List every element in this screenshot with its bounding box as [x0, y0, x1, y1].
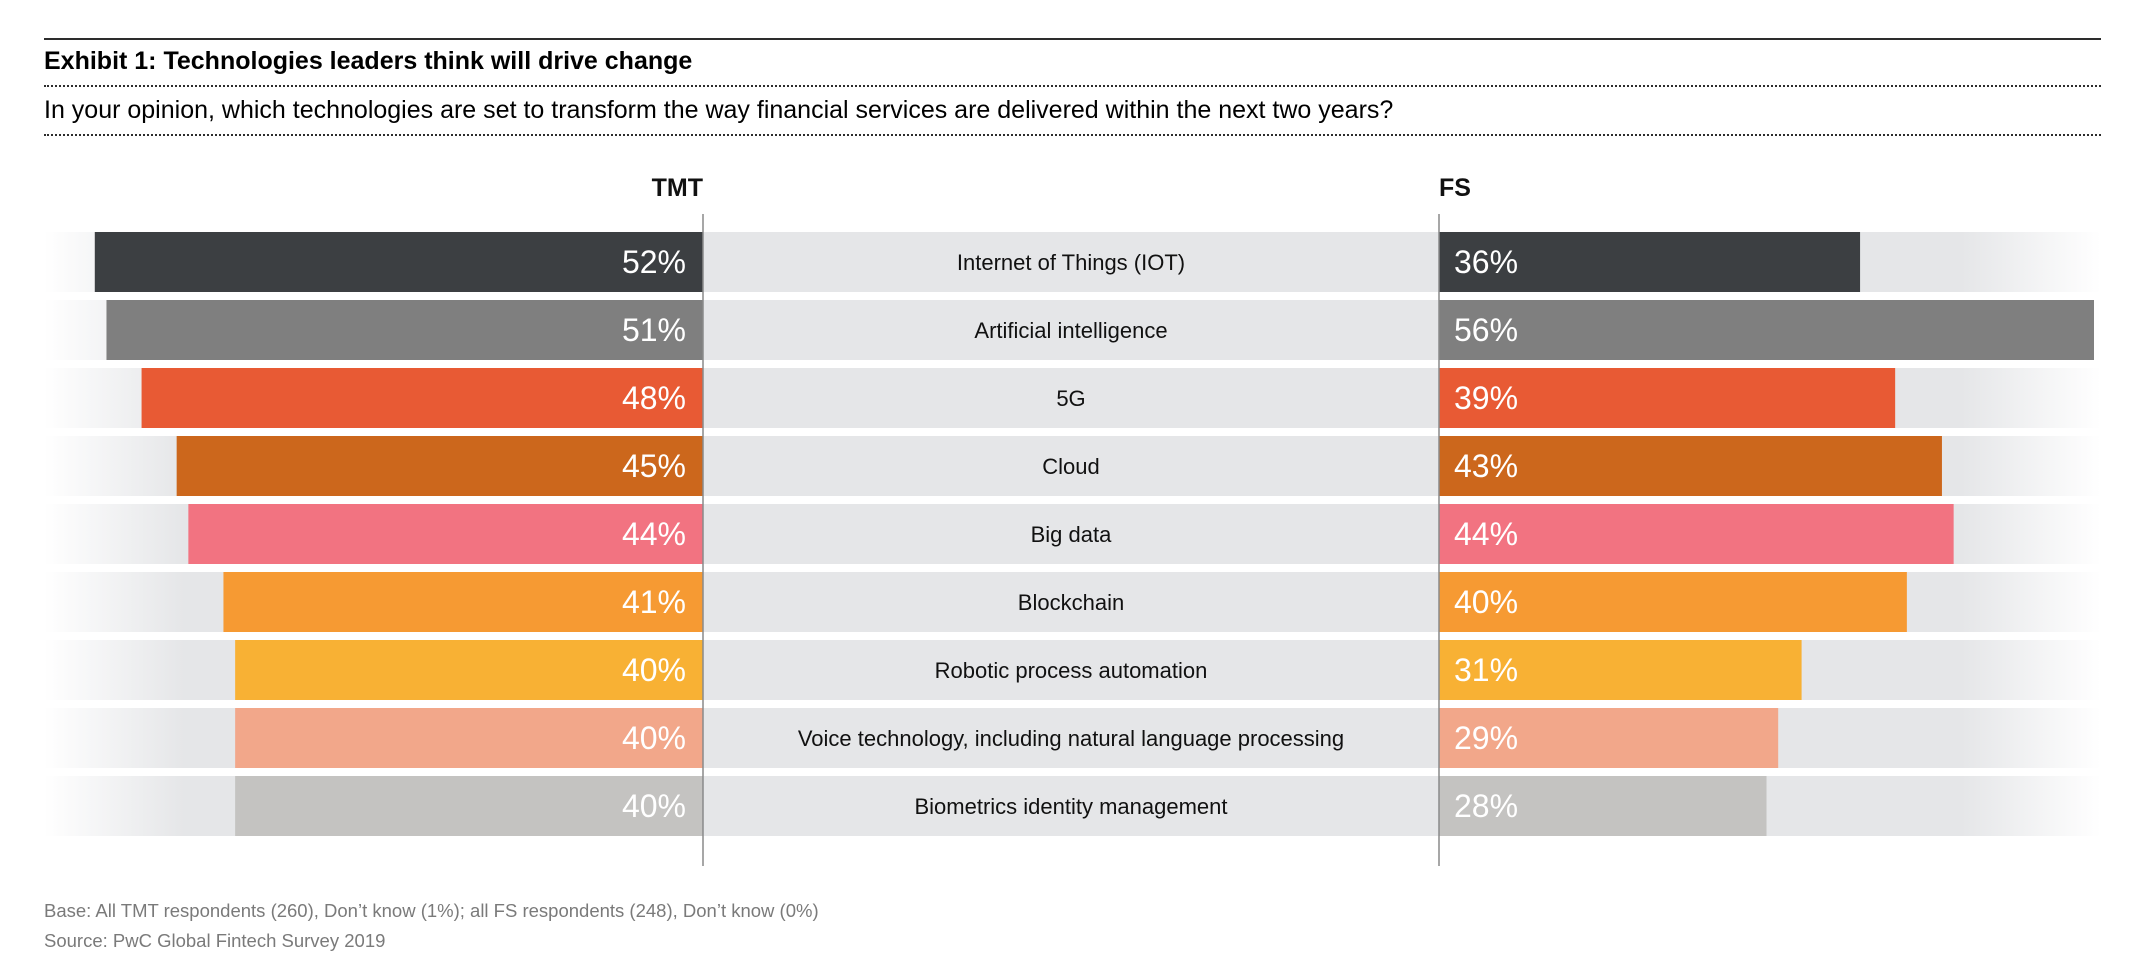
value-label-fs: 43% [1454, 448, 1518, 484]
value-label-fs: 44% [1454, 516, 1518, 552]
bar-tmt [188, 504, 703, 564]
row-band-fade-right [1961, 232, 2101, 292]
category-label: Voice technology, including natural lang… [798, 726, 1344, 751]
row-band-fade-right [1961, 368, 2101, 428]
value-label-tmt: 45% [622, 448, 686, 484]
row-band-fade-left [44, 640, 184, 700]
bars-layer [94, 232, 2094, 836]
series-header-tmt: TMT [652, 174, 703, 202]
value-label-tmt: 40% [622, 788, 686, 824]
bar-fs [1439, 436, 1942, 496]
category-label: Blockchain [1018, 590, 1124, 615]
bar-fs [1439, 572, 1907, 632]
row-band-fade-left [44, 708, 184, 768]
row-band-fade-right [1961, 572, 2101, 632]
value-label-tmt: 44% [622, 516, 686, 552]
value-label-fs: 56% [1454, 312, 1518, 348]
center-dividers [702, 214, 1440, 866]
category-label: Internet of Things (IOT) [957, 250, 1185, 275]
value-label-fs: 28% [1454, 788, 1518, 824]
value-label-fs: 29% [1454, 720, 1518, 756]
category-label: Artificial intelligence [974, 318, 1167, 343]
category-label: Big data [1031, 522, 1112, 547]
value-label-tmt: 52% [622, 244, 686, 280]
bar-tmt [176, 436, 704, 496]
row-band-fade-right [1961, 504, 2101, 564]
bar-tmt [106, 300, 704, 360]
question-divider [44, 134, 2101, 136]
row-band-fade-right [1961, 640, 2101, 700]
value-label-tmt: 41% [622, 584, 686, 620]
base-note: Base: All TMT respondents (260), Don’t k… [44, 900, 819, 921]
bar-fs [1439, 708, 1779, 768]
value-label-fs: 40% [1454, 584, 1518, 620]
value-label-tmt: 40% [622, 720, 686, 756]
value-label-tmt: 40% [622, 652, 686, 688]
value-label-fs: 36% [1454, 244, 1518, 280]
bar-fs [1439, 232, 1861, 292]
value-label-tmt: 51% [622, 312, 686, 348]
bar-tmt [235, 708, 703, 768]
row-band-fade-right [1961, 436, 2101, 496]
source-note: Source: PwC Global Fintech Survey 2019 [44, 930, 386, 951]
category-label: Cloud [1042, 454, 1099, 479]
bar-fs [1439, 368, 1896, 428]
value-label-fs: 31% [1454, 652, 1518, 688]
row-band-fade-right [1961, 776, 2101, 836]
category-label: Biometrics identity management [914, 794, 1227, 819]
bar-fs [1439, 504, 1954, 564]
row-band-fade-left [44, 776, 184, 836]
series-header-fs: FS [1439, 174, 1471, 202]
survey-question: In your opinion, which technologies are … [44, 96, 1394, 124]
value-label-tmt: 48% [622, 380, 686, 416]
bar-tmt [235, 776, 703, 836]
labels-layer: TMT FS 52% 36% Internet of Things (IOT) 51% 56… [622, 174, 1518, 824]
bar-fs [1439, 776, 1767, 836]
bar-tmt [235, 640, 703, 700]
category-label: 5G [1056, 386, 1085, 411]
category-label: Robotic process automation [935, 658, 1208, 683]
top-rule [44, 38, 2101, 40]
exhibit-title: Exhibit 1: Technologies leaders think wi… [44, 47, 693, 75]
bar-tmt [94, 232, 704, 292]
row-band-fade-left [44, 436, 184, 496]
title-divider [44, 85, 2101, 87]
value-label-fs: 39% [1454, 380, 1518, 416]
bar-tmt [223, 572, 704, 632]
bar-fs [1439, 640, 1802, 700]
bar-tmt [141, 368, 704, 428]
row-band-fade-left [44, 504, 184, 564]
row-band-fade-left [44, 572, 184, 632]
bar-fs [1439, 300, 2094, 360]
row-band-fade-right [1961, 708, 2101, 768]
